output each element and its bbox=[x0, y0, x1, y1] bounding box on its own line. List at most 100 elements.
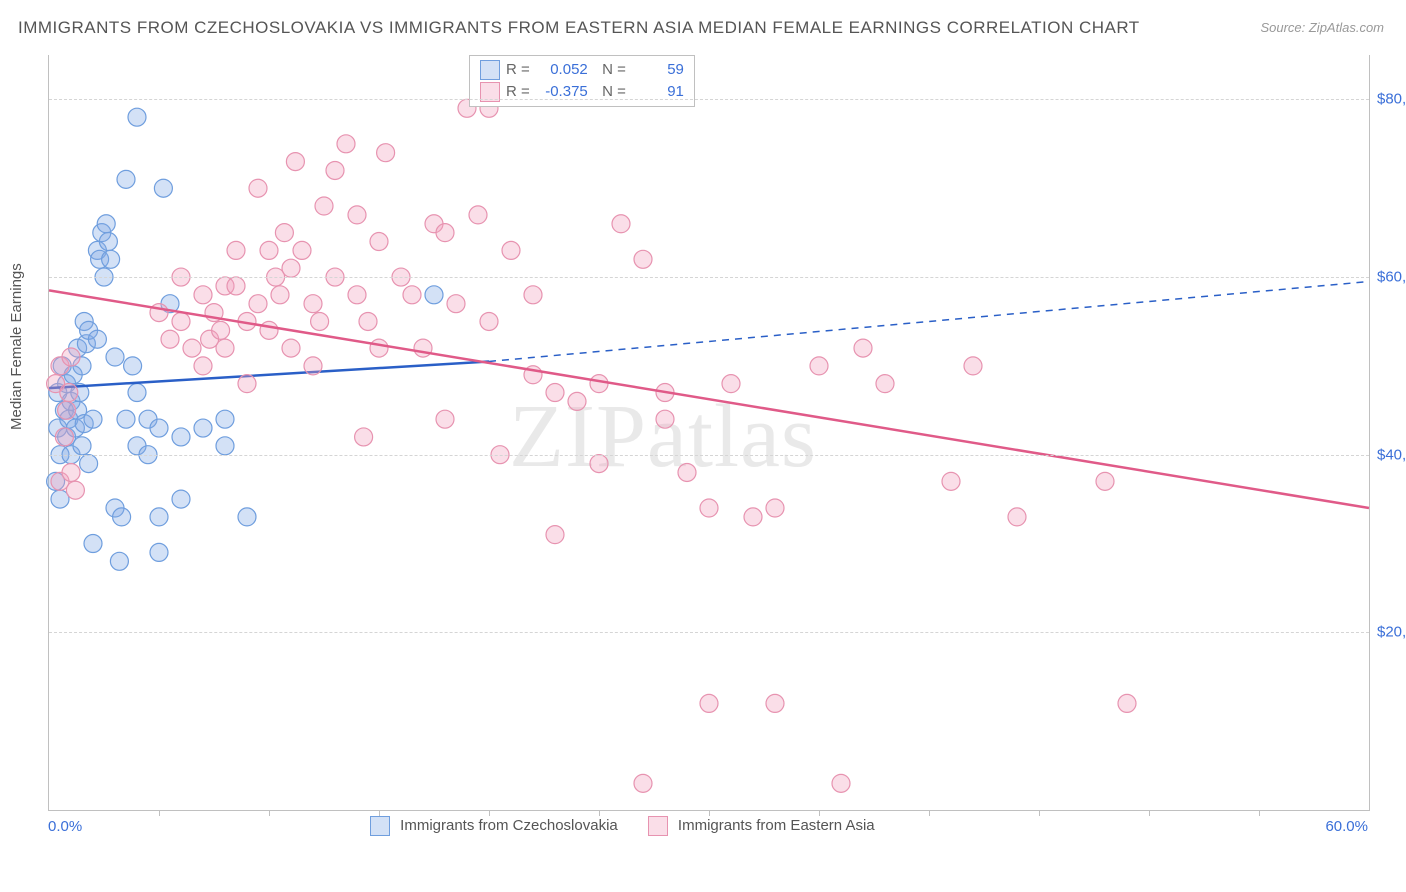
scatter-point bbox=[194, 357, 212, 375]
scatter-point bbox=[106, 348, 124, 366]
gridline bbox=[49, 277, 1369, 278]
y-tick-label: $80,000 bbox=[1377, 91, 1406, 108]
x-tick bbox=[1259, 810, 1260, 816]
scatter-point bbox=[370, 233, 388, 251]
scatter-point bbox=[60, 384, 78, 402]
scatter-point bbox=[1118, 694, 1136, 712]
scatter-point bbox=[216, 437, 234, 455]
scatter-point bbox=[66, 481, 84, 499]
scatter-point bbox=[744, 508, 762, 526]
scatter-point bbox=[88, 330, 106, 348]
scatter-point bbox=[113, 508, 131, 526]
scatter-point bbox=[678, 463, 696, 481]
scatter-point bbox=[590, 375, 608, 393]
scatter-point bbox=[194, 419, 212, 437]
x-axis-min-label: 0.0% bbox=[48, 818, 82, 835]
scatter-point bbox=[286, 153, 304, 171]
scatter-point bbox=[348, 286, 366, 304]
scatter-point bbox=[150, 419, 168, 437]
scatter-point bbox=[722, 375, 740, 393]
scatter-point bbox=[612, 215, 630, 233]
scatter-point bbox=[117, 410, 135, 428]
scatter-point bbox=[80, 455, 98, 473]
plot-svg bbox=[49, 55, 1369, 810]
scatter-point bbox=[172, 312, 190, 330]
scatter-point bbox=[524, 286, 542, 304]
scatter-point bbox=[766, 694, 784, 712]
scatter-point bbox=[102, 250, 120, 268]
scatter-point bbox=[370, 339, 388, 357]
scatter-point bbox=[311, 312, 329, 330]
scatter-point bbox=[249, 295, 267, 313]
scatter-point bbox=[73, 437, 91, 455]
scatter-point bbox=[942, 472, 960, 490]
scatter-point bbox=[150, 508, 168, 526]
scatter-point bbox=[154, 179, 172, 197]
chart-title: IMMIGRANTS FROM CZECHOSLOVAKIA VS IMMIGR… bbox=[18, 18, 1140, 38]
swatch-bottom-1 bbox=[370, 816, 390, 836]
scatter-point bbox=[238, 375, 256, 393]
series-legend: Immigrants from Czechoslovakia Immigrant… bbox=[370, 816, 875, 836]
scatter-point bbox=[348, 206, 366, 224]
scatter-point bbox=[634, 250, 652, 268]
scatter-point bbox=[124, 357, 142, 375]
scatter-point bbox=[62, 463, 80, 481]
scatter-point bbox=[117, 170, 135, 188]
scatter-point bbox=[854, 339, 872, 357]
scatter-point bbox=[84, 535, 102, 553]
scatter-point bbox=[282, 339, 300, 357]
legend-r-value-1: 0.052 bbox=[536, 59, 588, 81]
scatter-point bbox=[227, 241, 245, 259]
legend-n-label: N = bbox=[594, 59, 626, 81]
scatter-point bbox=[58, 401, 76, 419]
scatter-point bbox=[326, 161, 344, 179]
scatter-point bbox=[249, 179, 267, 197]
scatter-point bbox=[1008, 508, 1026, 526]
scatter-point bbox=[546, 384, 564, 402]
scatter-point bbox=[150, 543, 168, 561]
scatter-point bbox=[315, 197, 333, 215]
scatter-point bbox=[304, 357, 322, 375]
scatter-point bbox=[84, 410, 102, 428]
scatter-point bbox=[97, 215, 115, 233]
scatter-point bbox=[436, 224, 454, 242]
x-tick bbox=[929, 810, 930, 816]
scatter-point bbox=[377, 144, 395, 162]
scatter-point bbox=[260, 321, 278, 339]
legend-label-1: Immigrants from Czechoslovakia bbox=[400, 817, 618, 834]
scatter-point bbox=[502, 241, 520, 259]
scatter-point bbox=[194, 286, 212, 304]
scatter-point bbox=[766, 499, 784, 517]
scatter-point bbox=[282, 259, 300, 277]
scatter-point bbox=[355, 428, 373, 446]
scatter-point bbox=[403, 286, 421, 304]
scatter-point bbox=[964, 357, 982, 375]
legend-r-label: R = bbox=[506, 59, 530, 81]
y-tick-label: $60,000 bbox=[1377, 269, 1406, 286]
x-axis-max-label: 60.0% bbox=[1325, 818, 1368, 835]
scatter-point bbox=[568, 392, 586, 410]
trend-line-dashed bbox=[489, 282, 1369, 362]
swatch-series-1 bbox=[480, 60, 500, 80]
scatter-point bbox=[436, 410, 454, 428]
scatter-point bbox=[161, 330, 179, 348]
scatter-point bbox=[546, 526, 564, 544]
legend-n-value-1: 59 bbox=[632, 59, 684, 81]
scatter-point bbox=[469, 206, 487, 224]
legend-row-series-1: R = 0.052 N = 59 bbox=[480, 59, 684, 81]
scatter-point bbox=[359, 312, 377, 330]
scatter-point bbox=[212, 321, 230, 339]
legend-label-2: Immigrants from Eastern Asia bbox=[678, 817, 875, 834]
scatter-point bbox=[634, 774, 652, 792]
scatter-point bbox=[656, 410, 674, 428]
scatter-point bbox=[414, 339, 432, 357]
legend-item-2: Immigrants from Eastern Asia bbox=[648, 816, 875, 836]
scatter-point bbox=[810, 357, 828, 375]
scatter-point bbox=[216, 339, 234, 357]
scatter-point bbox=[425, 286, 443, 304]
scatter-point bbox=[832, 774, 850, 792]
scatter-point bbox=[590, 455, 608, 473]
scatter-point bbox=[337, 135, 355, 153]
scatter-point bbox=[216, 410, 234, 428]
trend-line bbox=[49, 290, 1369, 508]
